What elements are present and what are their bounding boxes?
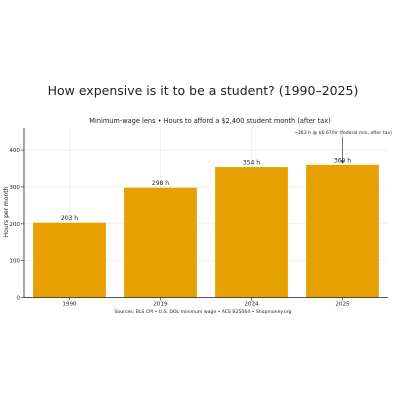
x-tick-label-1990: 1990: [62, 302, 77, 308]
y-axis-label: Hours per month: [3, 186, 10, 237]
annotation-text: ~363 h @ $6.67/hr (federal min, after ta…: [294, 130, 392, 136]
chart-subtitle: Minimum-wage lens • Hours to afford a $2…: [89, 117, 330, 125]
chart-source: Sources: BLS CPI • U.S. DOL minimum wage…: [115, 309, 292, 315]
data-label-2024: 354 h: [243, 160, 260, 167]
y-tick-label-100: 100: [9, 259, 20, 265]
data-label-1990: 203 h: [61, 215, 78, 222]
y-ticks: 0 100 200 300 400: [9, 148, 24, 302]
bar-2019: [124, 187, 197, 298]
annotation-arrow-head: [340, 160, 345, 164]
y-tick-label-400: 400: [9, 148, 20, 154]
y-tick-label-200: 200: [9, 222, 20, 228]
x-tick-label-2025: 2025: [335, 302, 350, 308]
x-tick-label-2024: 2024: [244, 302, 259, 308]
y-tick-label-300: 300: [9, 185, 20, 191]
y-tick-label-0: 0: [16, 296, 20, 302]
bar-2024: [215, 167, 288, 298]
x-tick-label-2019: 2019: [153, 302, 168, 308]
chart-title: How expensive is it to be a student? (19…: [48, 83, 359, 98]
data-label-2019: 298 h: [152, 180, 169, 187]
annotation: ~363 h @ $6.67/hr (federal min, after ta…: [294, 130, 392, 164]
x-ticks: 1990 2019 2024 2025: [62, 297, 350, 308]
bar-1990: [33, 222, 106, 298]
bar-2025: [306, 164, 379, 298]
bars: [33, 164, 379, 298]
